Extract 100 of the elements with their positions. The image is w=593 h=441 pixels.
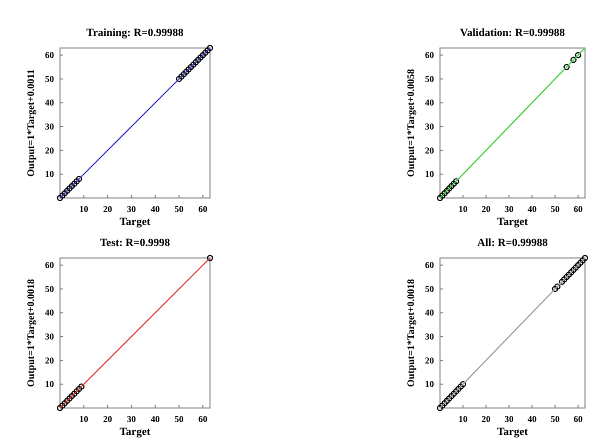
- y-tick-label: 50: [45, 284, 54, 294]
- point: [444, 188, 450, 194]
- chart-title: Training: R=0.99988: [86, 27, 184, 39]
- point: [460, 381, 466, 388]
- y-tick-label: 20: [45, 355, 54, 366]
- point: [68, 392, 76, 400]
- point: [577, 260, 584, 266]
- x-tick-label: 40: [528, 414, 538, 424]
- x-tick-label: 60: [574, 204, 584, 214]
- y-axis-title: Output=1*Target+0.0018: [406, 279, 417, 387]
- point: [450, 390, 457, 397]
- y-tick-label: 20: [45, 145, 54, 156]
- x-tick-label: 10: [458, 414, 468, 424]
- y-tick-label: 10: [45, 379, 54, 390]
- y-axis-title: Output=1*Target+0.0058: [406, 69, 417, 177]
- point: [178, 73, 185, 80]
- point: [185, 66, 192, 73]
- point: [563, 274, 570, 280]
- x-tick-label: 40: [528, 204, 538, 214]
- y-tick-label: 10: [45, 169, 54, 180]
- x-tick-label: 20: [103, 414, 113, 424]
- point: [446, 185, 452, 192]
- x-tick-label: 30: [126, 414, 136, 424]
- y-tick-label: 40: [425, 98, 434, 108]
- point: [68, 182, 76, 190]
- point: [450, 180, 457, 187]
- y-tick-label: 40: [45, 98, 54, 108]
- chart-title: Test: R=0.9998: [100, 237, 171, 249]
- chart-title: Validation: R=0.99988: [460, 27, 566, 39]
- x-tick-label: 30: [504, 414, 514, 424]
- point: [558, 278, 566, 285]
- point: [194, 56, 202, 64]
- y-tick-label: 30: [45, 332, 54, 342]
- y-tick-label: 60: [425, 50, 434, 60]
- point: [206, 44, 214, 52]
- y-tick-label: 30: [45, 122, 54, 132]
- x-axis-title: Target: [120, 216, 151, 228]
- y-tick-label: 30: [425, 332, 434, 342]
- x-tick-label: 20: [103, 204, 113, 214]
- x-tick-label: 50: [550, 414, 560, 424]
- point: [439, 402, 446, 409]
- point: [202, 50, 208, 56]
- point: [574, 52, 582, 58]
- y-axis-title: Output=1*Target+0.0011: [26, 69, 37, 177]
- y-tick-label: 60: [45, 50, 54, 60]
- x-tick-label: 30: [126, 204, 136, 214]
- point: [56, 194, 64, 202]
- point: [56, 404, 64, 412]
- point: [192, 59, 199, 66]
- point: [436, 194, 444, 202]
- x-tick-label: 30: [504, 204, 514, 214]
- x-axis-title: Target: [120, 426, 151, 438]
- point: [190, 62, 196, 68]
- point: [180, 71, 187, 78]
- x-tick-label: 10: [458, 204, 468, 214]
- point: [554, 283, 560, 290]
- point: [76, 176, 82, 182]
- point: [566, 272, 572, 278]
- point: [74, 388, 80, 394]
- point: [62, 400, 68, 406]
- point: [453, 178, 460, 184]
- point: [206, 254, 214, 262]
- point: [439, 192, 446, 199]
- point: [572, 264, 579, 271]
- x-tick-label: 50: [174, 414, 184, 424]
- x-axis-title: Target: [497, 216, 528, 228]
- x-tick-label: 60: [574, 414, 584, 424]
- point: [66, 395, 73, 402]
- x-tick-label: 50: [174, 204, 184, 214]
- point: [582, 254, 588, 262]
- point: [444, 398, 450, 404]
- point: [580, 257, 586, 264]
- x-tick-label: 10: [79, 204, 89, 214]
- y-tick-label: 50: [425, 74, 434, 84]
- point: [64, 188, 70, 194]
- y-tick-label: 60: [45, 260, 54, 270]
- point: [59, 192, 66, 199]
- point: [570, 56, 577, 64]
- point: [561, 276, 568, 283]
- point: [71, 180, 78, 187]
- y-axis-title: Output=1*Target+0.0018: [26, 279, 37, 387]
- y-tick-label: 10: [425, 379, 434, 390]
- y-tick-label: 50: [425, 284, 434, 294]
- x-tick-label: 50: [550, 204, 560, 214]
- point: [442, 190, 448, 196]
- x-tick-label: 60: [198, 204, 208, 214]
- y-tick-label: 30: [425, 122, 434, 132]
- chart-title: All: R=0.99988: [477, 237, 548, 249]
- point: [436, 404, 444, 412]
- x-tick-label: 20: [482, 204, 492, 214]
- y-tick-label: 50: [45, 74, 54, 84]
- point: [64, 398, 70, 404]
- x-axis-title: Target: [497, 426, 528, 438]
- point: [66, 185, 73, 192]
- point: [74, 178, 80, 184]
- point: [563, 64, 570, 70]
- point: [453, 388, 460, 394]
- point: [71, 390, 78, 397]
- point: [552, 286, 558, 292]
- point: [448, 182, 455, 190]
